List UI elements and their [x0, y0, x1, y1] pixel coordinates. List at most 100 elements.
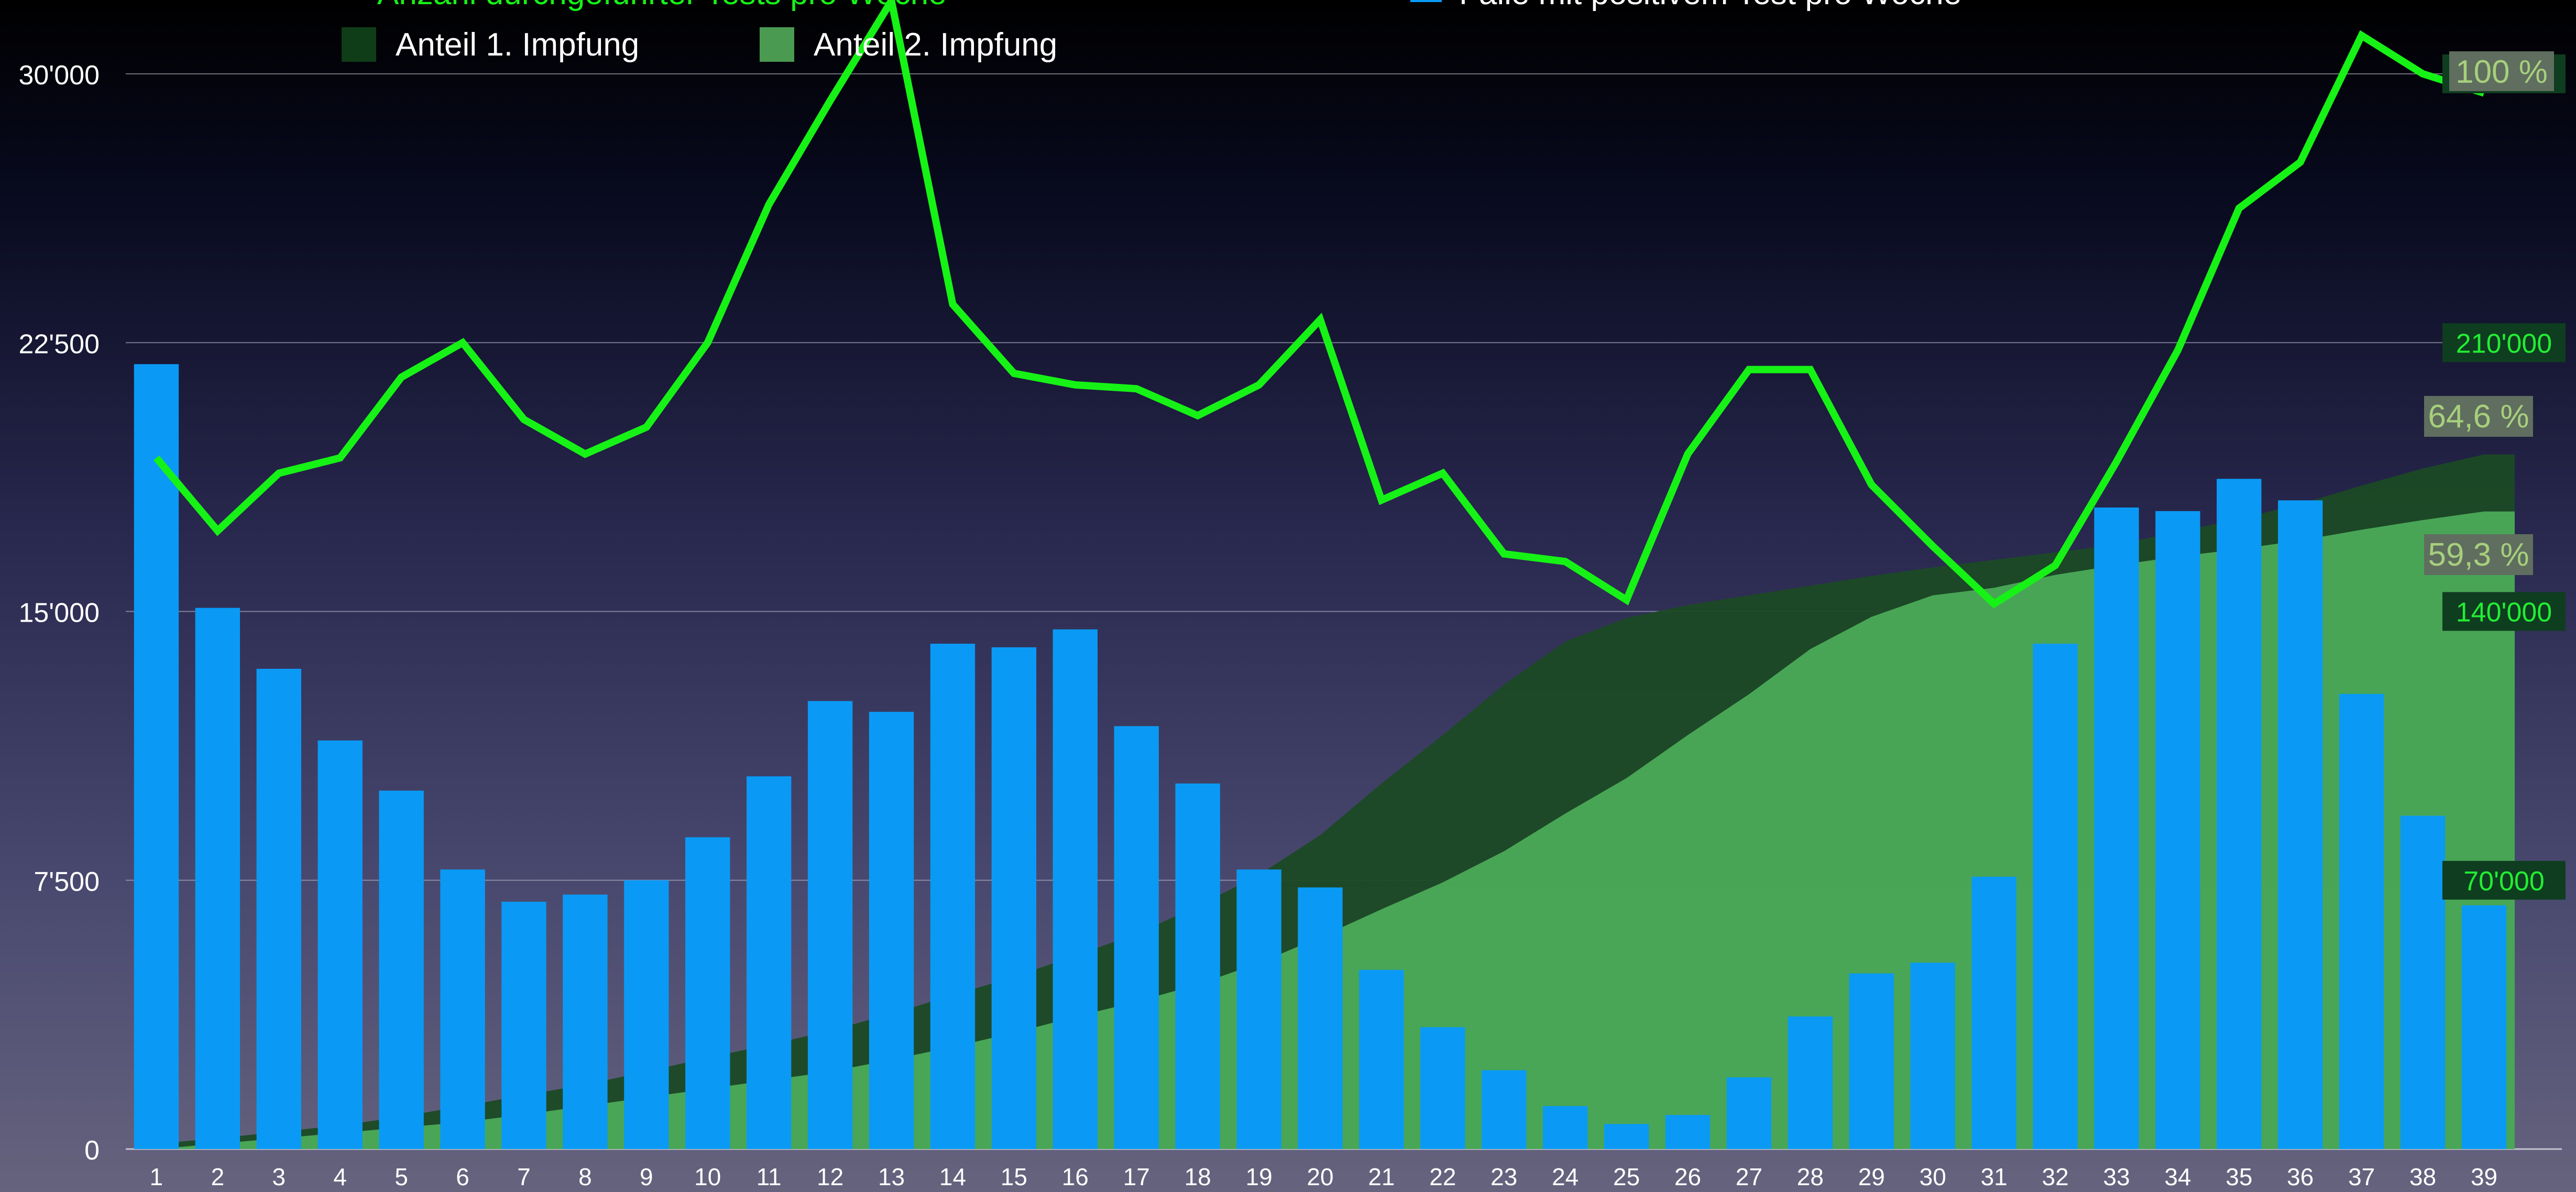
- pct-dose2-tag-bg: [2424, 534, 2533, 575]
- right-tag-label-0: 70'000: [2463, 866, 2545, 897]
- bar-week-8: [563, 895, 608, 1149]
- x-tick-label-39: 39: [2471, 1163, 2497, 1190]
- pct-dose2-tag: 59,3 %: [2428, 537, 2529, 573]
- legend-dose1-swatch: [342, 27, 376, 62]
- x-tick-label-36: 36: [2287, 1163, 2314, 1190]
- x-tick-label-3: 3: [272, 1163, 286, 1190]
- right-tag-bg-1: [2442, 592, 2566, 631]
- bar-week-26: [1665, 1114, 1711, 1149]
- y-tick-label-4: 30'000: [18, 60, 100, 91]
- bar-week-12: [807, 701, 853, 1149]
- x-tick-label-14: 14: [939, 1163, 966, 1190]
- x-tick-label-23: 23: [1490, 1163, 1517, 1190]
- bar-week-19: [1236, 869, 1281, 1149]
- y-tick-label-2: 15'000: [18, 598, 100, 628]
- x-tick-label-15: 15: [1001, 1163, 1027, 1190]
- tests-point-week-16: [1075, 384, 1076, 385]
- legend: Anzahl durchgeführter Tests pro Woche Fä…: [342, 0, 1961, 63]
- bar-week-17: [1114, 726, 1159, 1149]
- x-tick-label-2: 2: [211, 1163, 225, 1190]
- x-tick-label-4: 4: [333, 1163, 347, 1190]
- x-tick-label-33: 33: [2103, 1163, 2130, 1190]
- bar-week-2: [195, 608, 240, 1149]
- pct-top-tag: 100 %: [2456, 54, 2548, 90]
- x-tick-label-34: 34: [2164, 1163, 2191, 1190]
- legend-dose2-swatch: [760, 27, 794, 62]
- x-tick-label-11: 11: [757, 1163, 782, 1190]
- tests-line: [154, 0, 2485, 609]
- x-tick-label-17: 17: [1123, 1163, 1150, 1190]
- bar-week-18: [1175, 783, 1220, 1149]
- y-tick-label-1: 7'500: [34, 867, 100, 897]
- bar-week-15: [991, 647, 1037, 1149]
- legend-cases-label: Fälle mit positivem Test pro Woche: [1459, 0, 1961, 12]
- bar-week-22: [1420, 1027, 1465, 1149]
- x-tick-label-37: 37: [2348, 1163, 2375, 1190]
- bar-week-33: [2094, 507, 2139, 1149]
- legend-dose2-label: Anteil 2. Impfung: [814, 27, 1057, 63]
- bar-week-7: [501, 901, 546, 1149]
- bar-week-32: [2033, 644, 2078, 1149]
- legend-tests-label: Anzahl durchgeführter Tests pro Woche: [377, 0, 947, 12]
- tests-point-week-20: [1320, 319, 1321, 320]
- x-tick-label-1: 1: [150, 1163, 163, 1190]
- left-axis-labels: 0 7'500 15'000 22'500 30'000: [18, 60, 100, 1166]
- bar-week-21: [1359, 969, 1404, 1149]
- x-tick-label-20: 20: [1307, 1163, 1333, 1190]
- bar-week-36: [2278, 500, 2323, 1149]
- x-axis-labels: 1 2 3 4 5 6 7 8 9 10 11 12 13 14 15 16 17 18 19 20 21 22 23 24 2…: [150, 1163, 2497, 1190]
- case-bars: [134, 364, 2507, 1150]
- x-tick-label-12: 12: [817, 1163, 843, 1190]
- bar-week-25: [1604, 1124, 1649, 1149]
- tests-point-week-5: [401, 377, 402, 378]
- right-tag-bg-0: [2442, 860, 2566, 900]
- bar-week-4: [317, 740, 363, 1149]
- x-tick-label-31: 31: [1981, 1163, 2008, 1190]
- x-tick-label-28: 28: [1797, 1163, 1824, 1190]
- tests-point-week-29: [1871, 484, 1872, 485]
- right-tag-label-2: 210'000: [2456, 328, 2552, 359]
- x-tick-label-6: 6: [456, 1163, 469, 1190]
- x-tick-label-27: 27: [1736, 1163, 1762, 1190]
- bar-week-38: [2400, 815, 2446, 1149]
- tests-line-path: [154, 0, 2485, 609]
- bar-week-14: [930, 644, 975, 1149]
- legend-cases-swatch: [1410, 0, 1442, 2]
- x-tick-label-29: 29: [1858, 1163, 1885, 1190]
- x-tick-label-7: 7: [517, 1163, 531, 1190]
- bar-week-9: [624, 880, 669, 1149]
- bar-week-16: [1053, 629, 1098, 1149]
- pct-dose1-tag: 64,6 %: [2428, 399, 2529, 435]
- x-tick-label-26: 26: [1674, 1163, 1701, 1190]
- percent-tags: 100 % 64,6 % 59,3 %: [2424, 51, 2554, 575]
- bar-week-13: [869, 712, 914, 1149]
- bar-week-29: [1849, 973, 1894, 1149]
- tests-point-week-37: [2361, 35, 2362, 36]
- pct-dose1-tag-bg: [2424, 396, 2533, 437]
- x-tick-label-38: 38: [2409, 1163, 2436, 1190]
- right-tag-label-1: 140'000: [2456, 598, 2552, 628]
- tests-point-week-28: [1810, 369, 1811, 370]
- bar-week-35: [2217, 479, 2262, 1150]
- bar-week-5: [379, 790, 424, 1149]
- bar-week-1: [134, 364, 179, 1149]
- bar-week-37: [2339, 693, 2384, 1149]
- x-tick-label-21: 21: [1368, 1163, 1395, 1190]
- bar-week-27: [1726, 1077, 1772, 1149]
- bar-week-6: [440, 869, 485, 1149]
- bar-week-28: [1788, 1016, 1833, 1149]
- x-tick-label-16: 16: [1062, 1163, 1089, 1190]
- bar-week-20: [1298, 887, 1343, 1149]
- bar-week-30: [1910, 963, 1955, 1149]
- x-tick-label-18: 18: [1185, 1163, 1211, 1190]
- x-tick-label-13: 13: [878, 1163, 905, 1190]
- x-tick-label-9: 9: [640, 1163, 653, 1190]
- x-tick-label-22: 22: [1429, 1163, 1456, 1190]
- bar-week-39: [2461, 905, 2507, 1149]
- x-tick-label-32: 32: [2042, 1163, 2068, 1190]
- legend-dose1-label: Anteil 1. Impfung: [396, 27, 639, 63]
- x-tick-label-24: 24: [1552, 1163, 1579, 1190]
- x-tick-label-5: 5: [394, 1163, 408, 1190]
- right-tag-bg-2: [2442, 323, 2566, 362]
